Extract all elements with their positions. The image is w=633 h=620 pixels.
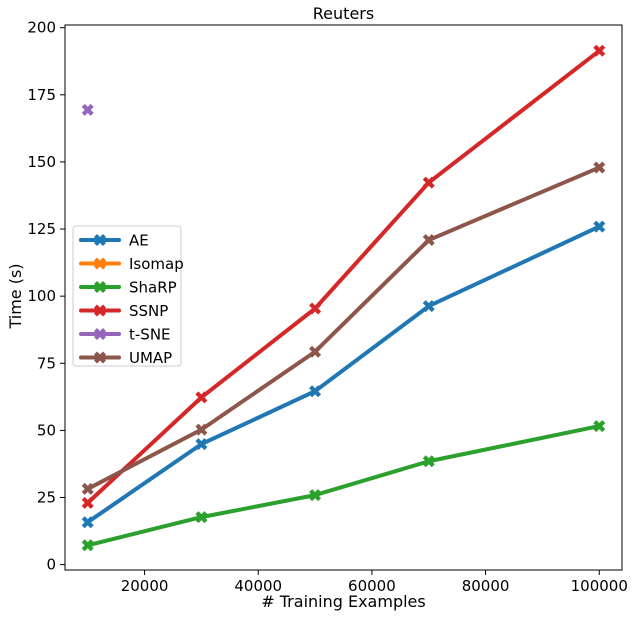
plot-frame <box>64 24 623 571</box>
data-point-t-sne <box>81 103 94 116</box>
series-umap <box>81 161 606 495</box>
y-tick-label: 75 <box>37 354 56 372</box>
legend-swatch-marker <box>94 234 106 246</box>
series-sharp <box>81 420 606 552</box>
legend-swatch-marker <box>94 351 106 364</box>
series-ae <box>81 220 606 529</box>
data-point-sharp <box>195 511 208 524</box>
data-point-umap <box>422 234 435 247</box>
legend-item-ae: AE <box>79 232 149 250</box>
data-point-ae <box>309 385 322 398</box>
x-tick-label: 40000 <box>234 577 282 595</box>
data-point-ae <box>81 516 94 529</box>
y-tick-label: 25 <box>37 489 56 507</box>
series-ssnp <box>81 44 606 509</box>
data-point-ssnp <box>81 496 94 509</box>
x-axis-label: # Training Examples <box>261 592 425 611</box>
y-tick-label: 100 <box>27 287 56 305</box>
data-point-sharp <box>309 489 322 502</box>
data-point-ssnp <box>309 302 322 315</box>
legend-label: AE <box>129 232 149 250</box>
series-t-sne <box>81 103 94 116</box>
legend-swatch-marker <box>94 257 106 270</box>
data-point-ae <box>593 220 606 233</box>
data-point-sharp <box>593 420 606 433</box>
data-point-umap <box>195 423 208 436</box>
y-tick-label: 150 <box>27 153 56 171</box>
legend-label: UMAP <box>129 349 172 367</box>
legend-item-t-sne: t-SNE <box>79 326 171 344</box>
data-point-umap <box>81 482 94 495</box>
plot-area <box>81 44 606 552</box>
legend-item-ssnp: SSNP <box>79 302 168 320</box>
y-tick-label: 125 <box>27 220 56 238</box>
y-tick-label: 175 <box>27 86 56 104</box>
x-tick-label: 60000 <box>348 577 396 595</box>
legend-item-sharp: ShaRP <box>79 279 177 297</box>
legend-label: Isomap <box>129 255 184 273</box>
legend: AE Isomap ShaRP SSNP t-SNE UMAP <box>72 225 184 367</box>
x-tick-label: 80000 <box>462 577 510 595</box>
y-tick-label: 50 <box>37 421 56 439</box>
legend-label: SSNP <box>129 302 168 320</box>
data-point-ae <box>422 300 435 313</box>
y-axis-label: Time (s) <box>6 263 25 329</box>
legend-label: ShaRP <box>129 279 177 297</box>
legend-swatch-marker <box>94 328 106 340</box>
legend-swatch-marker <box>94 304 106 317</box>
data-point-sharp <box>422 455 435 468</box>
data-point-ae <box>195 438 208 451</box>
y-tick-label: 0 <box>46 556 56 574</box>
series-line-sharp <box>85 424 602 548</box>
axes: 20000 40000 60000 80000 100000 0 25 50 75 100 125 1… <box>27 19 628 595</box>
x-tick-label: 20000 <box>121 577 169 595</box>
legend-item-umap: UMAP <box>79 349 172 367</box>
legend-swatch-marker <box>94 281 106 293</box>
chart-title: Reuters <box>313 4 374 23</box>
data-point-ssnp <box>195 391 208 404</box>
legend-label: t-SNE <box>129 326 171 344</box>
data-point-umap <box>309 345 322 358</box>
data-point-ssnp <box>593 44 606 57</box>
legend-item-isomap: Isomap <box>79 255 184 273</box>
data-point-ssnp <box>422 176 435 189</box>
x-tick-label: 100000 <box>571 577 628 595</box>
data-point-sharp <box>81 539 94 552</box>
y-tick-label: 200 <box>27 19 56 37</box>
data-point-umap <box>593 161 606 174</box>
